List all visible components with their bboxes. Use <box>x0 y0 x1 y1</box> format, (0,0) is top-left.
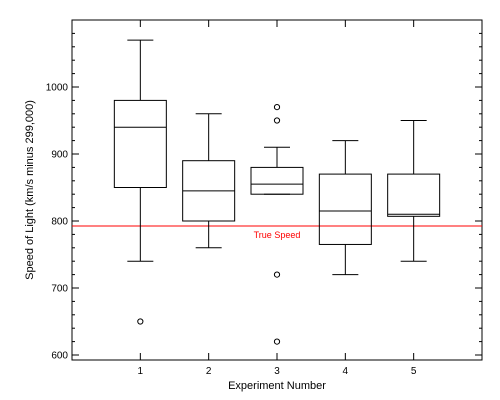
box-1 <box>113 39 167 325</box>
x-axis-ticks: 1 2 3 4 5 <box>71 20 483 377</box>
y-tick-label: 600 <box>51 351 68 362</box>
x-axis-title: Experiment Number <box>228 380 326 392</box>
y-tick-label: 900 <box>51 150 68 161</box>
box-2 <box>182 113 236 249</box>
outlier-point <box>273 104 281 111</box>
y-axis-title: Speed of Light (km/s minus 299,000) <box>24 100 36 280</box>
outlier-point <box>137 318 144 325</box>
x-tick-label: 4 <box>343 366 349 377</box>
x-tick-label: 5 <box>411 366 417 377</box>
iqr-box <box>113 99 167 188</box>
outlier-point <box>273 271 281 278</box>
outlier-point <box>273 338 281 345</box>
plot-area-frame <box>71 19 483 361</box>
iqr-box <box>250 166 304 195</box>
y-axis-ticks: 600 700 800 900 1000 <box>46 32 482 362</box>
iqr-box <box>318 173 372 245</box>
true-speed-reference: True Speed <box>72 225 482 240</box>
x-tick-label: 3 <box>274 366 280 377</box>
box-5 <box>387 120 441 262</box>
box-3 <box>250 104 304 345</box>
x-tick-label: 1 <box>138 366 144 377</box>
iqr-box <box>387 173 441 217</box>
true-speed-label: True Speed <box>254 230 301 240</box>
x-tick-label: 2 <box>206 366 212 377</box>
y-tick-label: 700 <box>51 284 68 295</box>
outlier-point <box>273 117 281 124</box>
box-series <box>113 39 441 345</box>
y-tick-label: 800 <box>51 217 68 228</box>
box-4 <box>318 140 372 276</box>
y-tick-label: 1000 <box>46 83 69 94</box>
